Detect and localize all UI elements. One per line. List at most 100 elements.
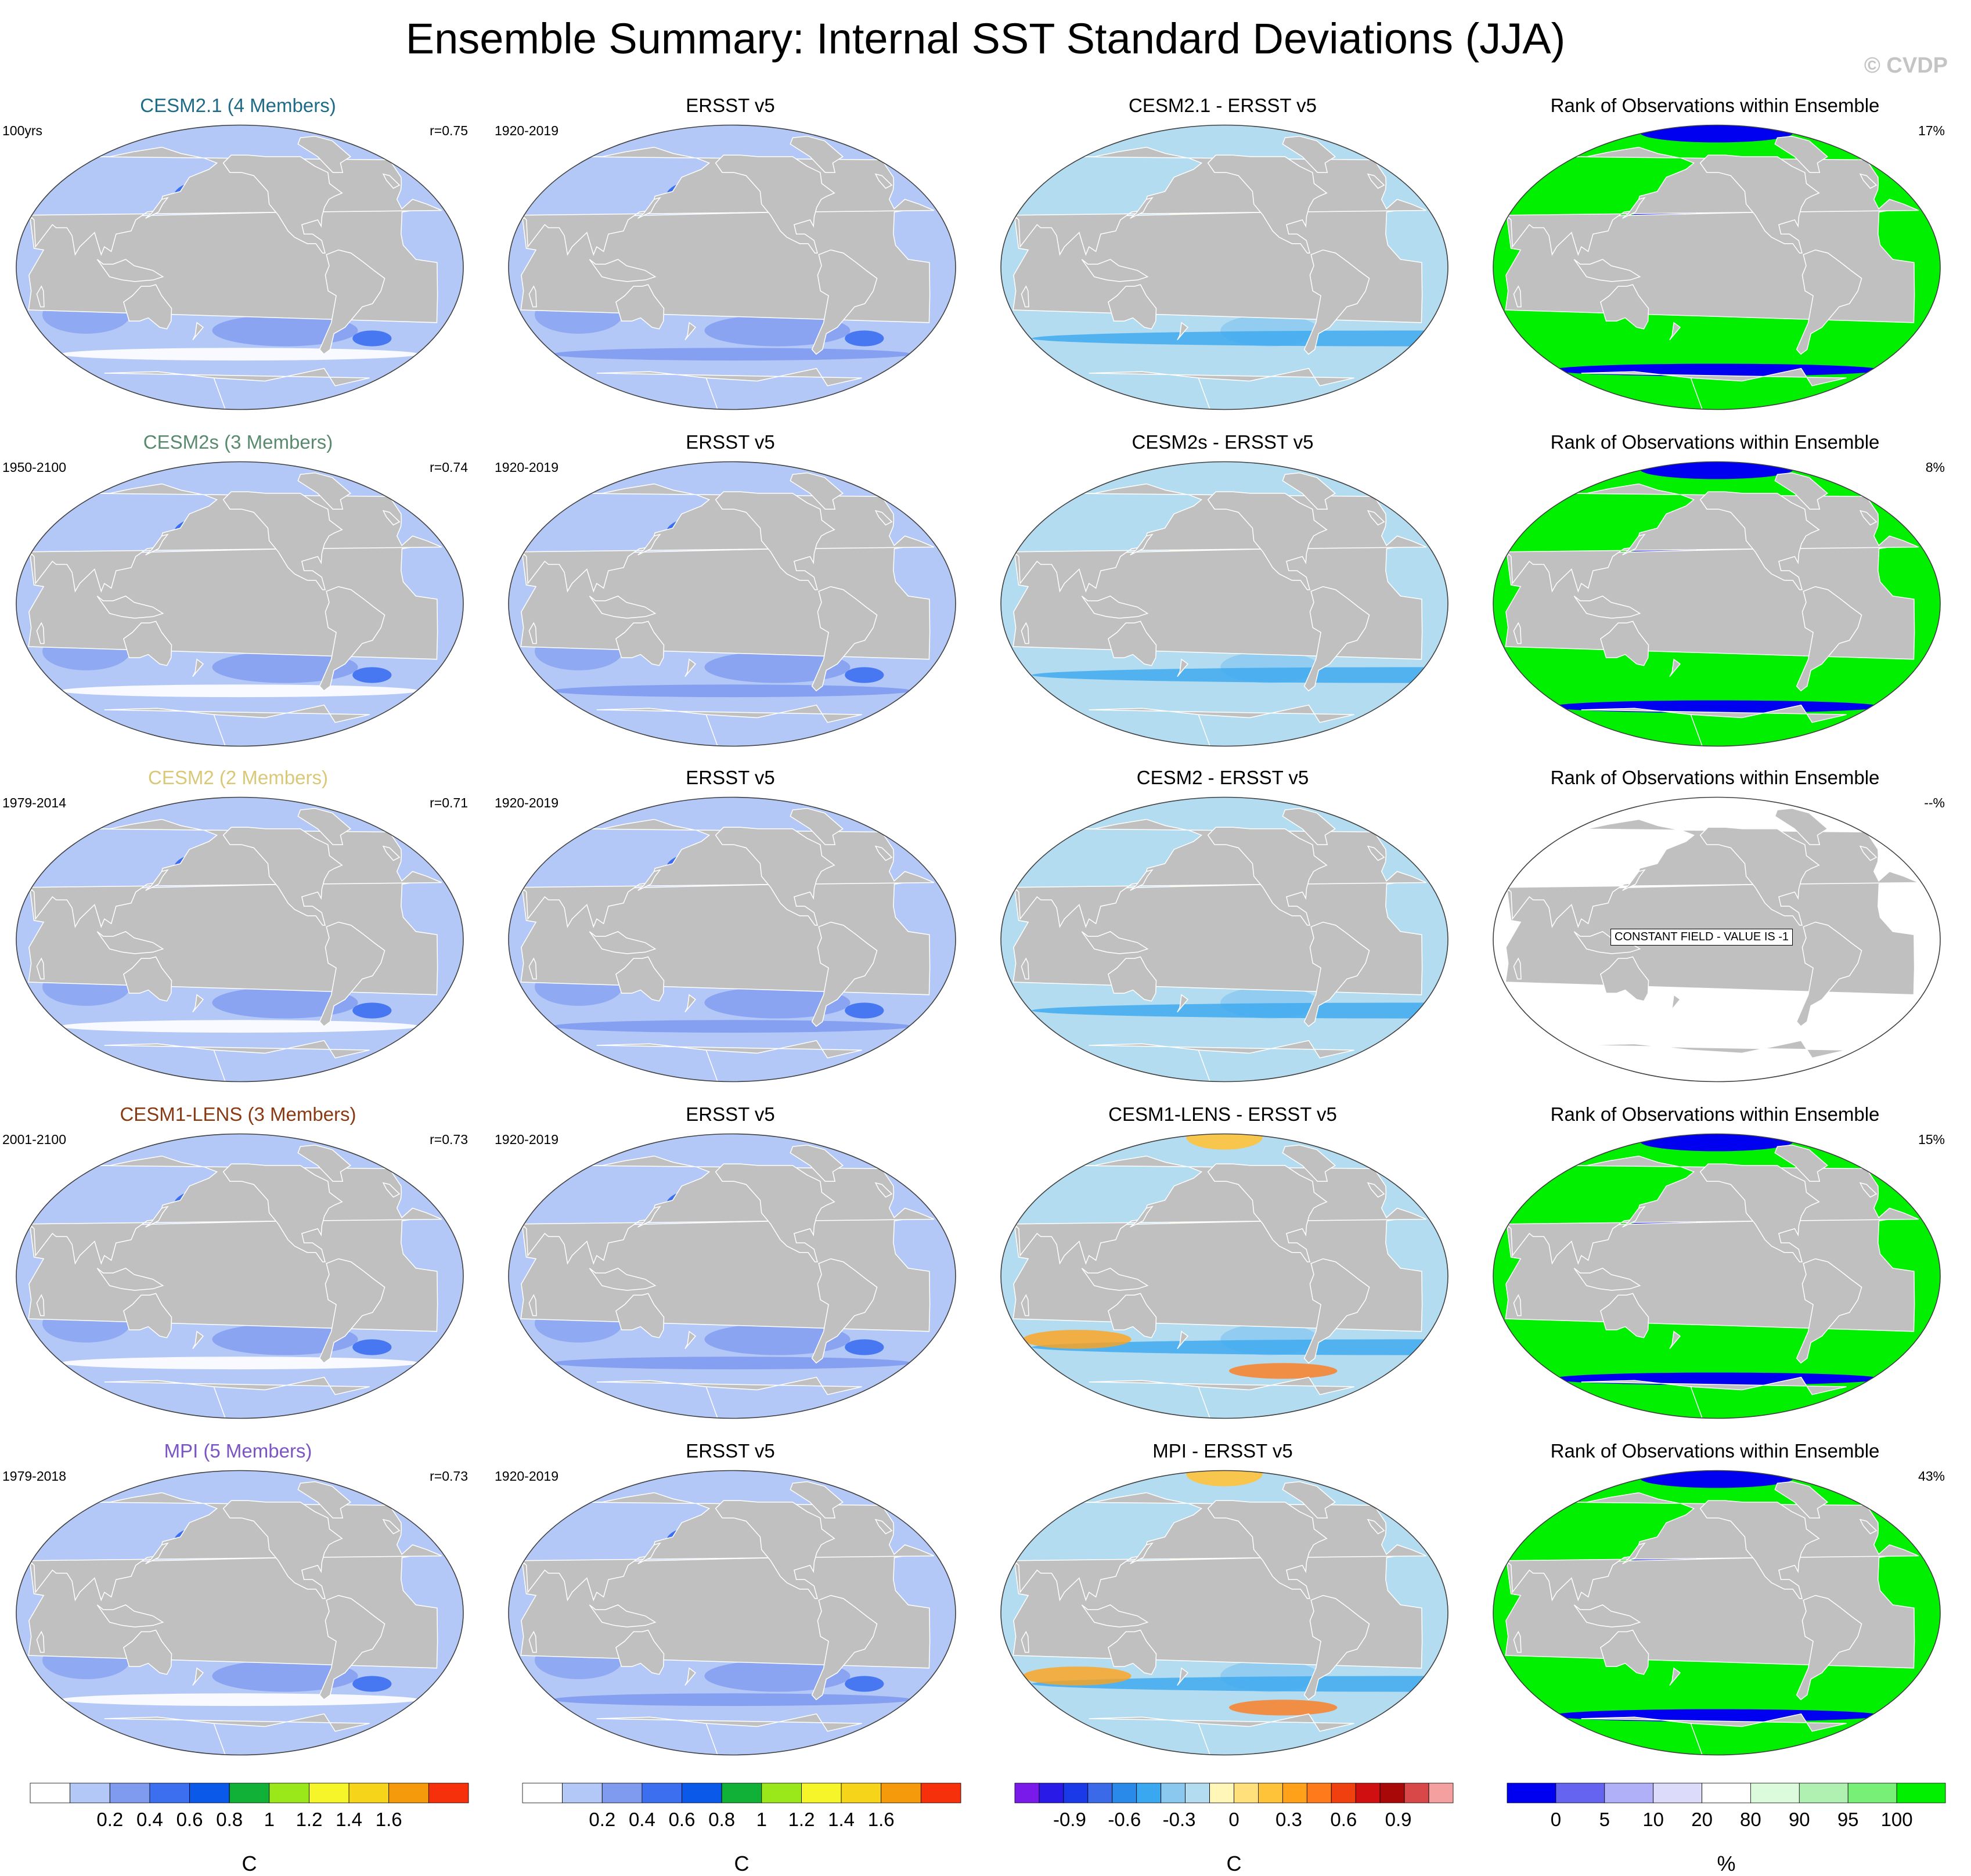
rank-percent-label: --% [1924,795,1945,810]
diff-title: CESM1-LENS - ERSST v5 [1108,1103,1337,1125]
rank-title: Rank of Observations within Ensemble [1550,431,1880,453]
colorbar-tick-label: 1 [756,1809,767,1830]
map-panel-std: CESM2 (2 Members) 1979-2014 r=0.71 [0,765,476,1096]
colorbar-swatch [30,1783,70,1803]
colorbar: 0 5 10 20 80 90 95 100 [1507,1783,1946,1830]
map-panel-diff: CESM2s - ERSST v5 [985,430,1461,760]
world-map [16,124,464,410]
rank-title: Rank of Observations within Ensemble [1550,1103,1880,1125]
map-panel-rank: Rank of Observations within Ensemble --% C… [1477,765,1953,1096]
colorbar-tick-label: 100 [1881,1809,1913,1830]
colorbar-tick-label: 20 [1691,1809,1713,1830]
period-label: 1920-2019 [495,1132,558,1147]
colorbar-swatch [149,1783,190,1803]
period-label: 1979-2014 [2,795,66,810]
rank-title: Rank of Observations within Ensemble [1550,1440,1880,1462]
colorbar-swatch [721,1783,762,1803]
map-panel-std: CESM1-LENS (3 Members) 2001-2100 r=0.73 [0,1102,476,1433]
colorbar-tick-label: 0.8 [216,1809,243,1830]
colorbar-swatch [1257,1783,1283,1803]
colorbar-swatch [841,1783,882,1803]
colorbar-tick-label: 80 [1740,1809,1761,1830]
colorbar-swatch [269,1783,309,1803]
period-label: 1920-2019 [495,795,558,810]
colorbar-swatch [682,1783,722,1803]
period-label: 1950-2100 [2,460,66,475]
colorbar-tick-label: 0 [1551,1809,1561,1830]
colorbar-tick-label: 0.4 [136,1809,163,1830]
colorbar-swatch [881,1783,921,1803]
model-title: CESM1-LENS (3 Members) [120,1103,356,1125]
period-label: 1920-2019 [495,460,558,475]
colorbar-swatch [562,1783,603,1803]
map-panel-obs: ERSST v5 1920-2019 [492,1102,968,1433]
colorbar-tick-label: 0.8 [708,1809,735,1830]
colorbar-tick-label: 1 [264,1809,275,1830]
world-map [1493,124,1941,410]
obs-title: ERSST v5 [686,431,775,453]
world-map [508,461,956,747]
model-title: MPI (5 Members) [164,1440,312,1462]
world-map [508,124,956,410]
colorbar-swatch [601,1783,643,1803]
colorbar-swatch [1604,1783,1654,1803]
colorbar-tick-label: -0.6 [1108,1809,1141,1830]
diff-title: MPI - ERSST v5 [1152,1440,1293,1462]
constant-field-label: CONSTANT FIELD - VALUE IS -1 [1610,929,1793,946]
colorbar-tick-label: 1.6 [376,1809,402,1830]
colorbar-swatch [522,1783,563,1803]
map-panel-rank: Rank of Observations within Ensemble 17% [1477,93,1953,424]
colorbar-swatch [921,1783,961,1803]
colorbar-tick-label: 0.6 [1330,1809,1357,1830]
colorbar-tick-label: 1.4 [828,1809,855,1830]
world-map [16,461,464,747]
colorbar-unit: C [734,1852,750,1875]
colorbar-swatch [309,1783,349,1803]
diff-title: CESM2 - ERSST v5 [1136,767,1309,788]
map-panel-rank: Rank of Observations within Ensemble 43% [1477,1438,1953,1769]
colorbar-swatch [1355,1783,1381,1803]
colorbar-swatch [761,1783,802,1803]
rank-percent-label: 15% [1918,1132,1945,1147]
colorbar-swatch [1136,1783,1161,1803]
colorbar-tick-label: 0.3 [1275,1809,1302,1830]
colorbar-swatch [1209,1783,1234,1803]
colorbar-swatch [1282,1783,1307,1803]
rank-percent-label: 43% [1918,1469,1945,1484]
map-panel-diff: MPI - ERSST v5 [985,1438,1461,1769]
period-label: 1979-2018 [2,1469,66,1484]
map-panel-std: CESM2.1 (4 Members) 100yrs r=0.75 [0,93,476,424]
colorbar-swatch [1306,1783,1332,1803]
model-title: CESM2s (3 Members) [143,431,333,453]
colorbar-tick-label: 1.6 [868,1809,895,1830]
colorbar-swatch [1896,1783,1946,1803]
colorbar-swatch [1799,1783,1849,1803]
colorbar-unit: C [1226,1852,1242,1875]
colorbar-tick-label: 0.9 [1385,1809,1412,1830]
colorbar-swatch [1014,1783,1040,1803]
colorbar-unit: % [1717,1852,1736,1875]
colorbar-tick-label: -0.9 [1053,1809,1086,1830]
colorbar-swatch [1404,1783,1429,1803]
model-title: CESM2 (2 Members) [148,767,328,788]
correlation-label: r=0.71 [430,795,468,810]
colorbar-swatch [1428,1783,1454,1803]
colorbar: 0.2 0.4 0.6 0.8 1 1.2 1.4 1.6 [522,1783,961,1830]
colorbar-swatch [1063,1783,1089,1803]
colorbar-swatch [428,1783,469,1803]
colorbar-tick-label: 0.2 [96,1809,123,1830]
obs-title: ERSST v5 [686,1440,775,1462]
colorbar-swatch [189,1783,230,1803]
correlation-label: r=0.73 [430,1132,468,1147]
colorbar-swatch [388,1783,429,1803]
colorbar-swatch [109,1783,150,1803]
map-panel-diff: CESM2.1 - ERSST v5 [985,93,1461,424]
correlation-label: r=0.73 [430,1469,468,1484]
world-map [1493,1470,1941,1756]
colorbar-swatch [348,1783,390,1803]
colorbar-swatch [229,1783,270,1803]
period-label: 1920-2019 [495,1469,558,1484]
colorbar-swatch [1555,1783,1605,1803]
world-map [1000,461,1448,747]
rank-title: Rank of Observations within Ensemble [1550,767,1880,788]
